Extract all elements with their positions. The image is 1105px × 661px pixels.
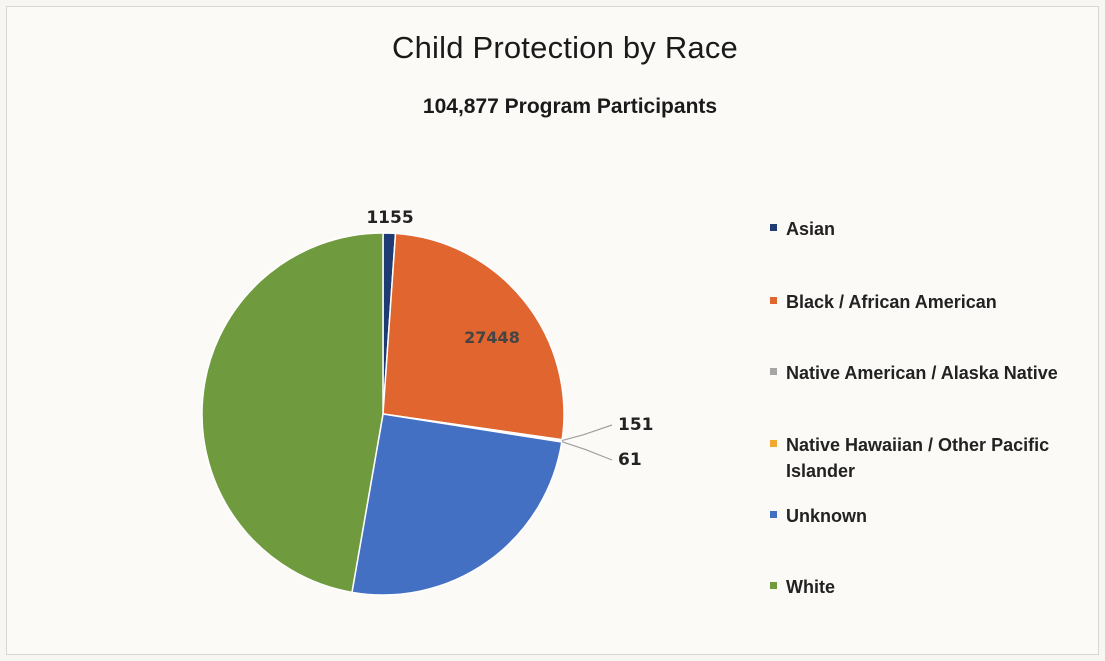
legend-label-white: White <box>786 577 835 597</box>
chart-frame <box>6 6 1099 655</box>
data-label-native-hawaiian: 61 <box>618 450 642 470</box>
legend-swatch-unknown <box>770 511 777 518</box>
chart-subtitle: 104,877 Program Participants <box>422 95 718 118</box>
legend-swatch-black-african-american <box>770 297 777 304</box>
legend-swatch-white <box>770 582 777 589</box>
pie-slice-white <box>201 232 384 594</box>
pie-slice-unknown <box>351 413 563 596</box>
legend-swatch-native-hawaiian <box>770 440 777 447</box>
leader-line-native-american <box>561 424 613 442</box>
legend-item-white: White <box>770 574 1086 600</box>
legend-swatch-native-american <box>770 368 777 375</box>
legend-label-asian: Asian <box>786 219 836 239</box>
legend-swatch-asian <box>770 224 777 231</box>
legend-item-asian: Asian <box>770 216 1086 242</box>
data-label-asian: 1155 <box>366 208 413 228</box>
legend-item-unknown: Unknown <box>770 503 1086 529</box>
legend-label-native-american: Native American / Alaska Native <box>786 363 1058 383</box>
data-label-black-african-american: 27448 <box>464 328 520 347</box>
legend-item-black-african-american: Black / African American <box>770 289 1086 315</box>
legend-label-unknown: Unknown <box>786 506 867 526</box>
legend-item-native-american: Native American / Alaska Native <box>770 360 1086 386</box>
legend-label-native-hawaiian: Native Hawaiian / Other Pacific Islander <box>786 435 1050 481</box>
pie-slice-black-african-american <box>382 232 565 441</box>
leader-line-native-hawaiian <box>561 441 613 461</box>
legend-label-black-african-american: Black / African American <box>786 292 997 312</box>
data-label-native-american: 151 <box>618 415 654 435</box>
legend-item-native-hawaiian: Native Hawaiian / Other Pacific Islander <box>770 432 1086 484</box>
chart-title: Child Protection by Race <box>392 30 738 65</box>
